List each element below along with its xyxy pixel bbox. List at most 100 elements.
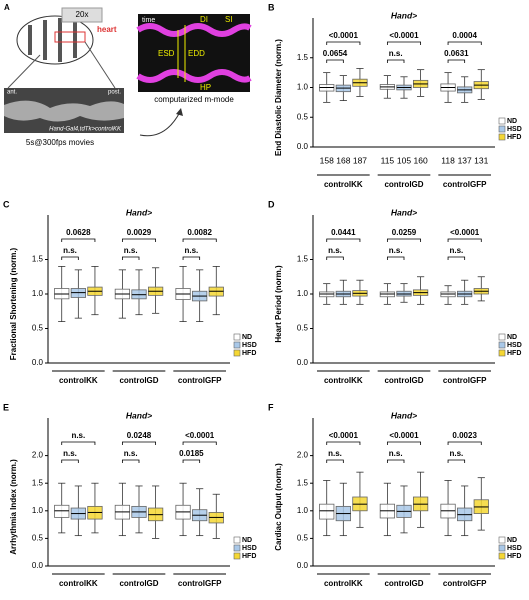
legend-swatch	[233, 552, 241, 560]
legend-swatch	[498, 341, 506, 349]
x-tick-label: controlGFP	[178, 579, 222, 588]
panel-letter: B	[268, 2, 275, 12]
chart-title: Hand>	[126, 207, 152, 217]
x-tick-label: controlGFP	[443, 376, 487, 385]
significance-label: n.s.	[184, 246, 198, 255]
box	[319, 503, 335, 520]
legend-swatch	[498, 133, 506, 141]
significance-bracket	[326, 238, 361, 242]
legend-label: HFD	[242, 350, 256, 357]
significance-label: n.s.	[389, 246, 403, 255]
x-tick-label: controlGD	[119, 376, 158, 385]
significance-bracket	[326, 459, 344, 463]
significance-bracket	[182, 441, 217, 445]
significance-bracket	[121, 238, 157, 242]
legend-swatch	[498, 117, 506, 125]
significance-label: n.s.	[63, 449, 77, 458]
y-tick-label: 0.5	[297, 112, 309, 121]
count-label: 115	[381, 155, 395, 165]
significance-bracket	[182, 459, 201, 463]
count-label: 137	[458, 155, 472, 165]
y-tick-label: 1.0	[297, 83, 309, 92]
legend-label: HFD	[242, 553, 256, 560]
significance-label: n.s.	[449, 246, 463, 255]
significance-bracket	[326, 59, 344, 63]
x-tick-label: controlGD	[384, 376, 423, 385]
significance-bracket	[447, 441, 482, 445]
y-tick-label: 1.5	[32, 478, 44, 487]
significance-label: <0.0001	[329, 31, 359, 40]
count-label: 187	[353, 155, 367, 165]
significance-bracket	[61, 238, 96, 242]
legend-swatch	[233, 333, 241, 341]
significance-bracket	[447, 459, 466, 463]
ant-label: ant.	[7, 90, 17, 96]
x-tick-label: controlGD	[384, 579, 423, 588]
significance-bracket	[386, 59, 405, 63]
y-axis-label: Heart Period (norm.)	[274, 265, 283, 343]
y-tick-label: 1.5	[297, 53, 309, 62]
count-label: 160	[414, 155, 428, 165]
y-axis-label: Arrhythmia Index (norm.)	[9, 459, 18, 555]
significance-bracket	[326, 256, 344, 260]
y-tick-label: 1.5	[32, 255, 44, 264]
x-tick-label: controlKK	[59, 579, 98, 588]
y-tick-label: 2.0	[297, 451, 309, 460]
legend-label: HSD	[507, 342, 522, 349]
edd-label: EDD	[188, 49, 205, 58]
y-tick-label: 1.0	[297, 289, 309, 298]
x-tick-label: controlGFP	[443, 180, 487, 189]
count-label: 158	[320, 155, 334, 165]
significance-label: <0.0001	[329, 431, 359, 440]
esd-label: ESD	[158, 49, 175, 58]
time-label: time	[142, 17, 155, 24]
legend-swatch	[498, 333, 506, 341]
legend-label: HSD	[507, 545, 522, 552]
y-tick-label: 1.0	[297, 506, 309, 515]
significance-label: 0.0082	[187, 228, 212, 237]
legend-label: ND	[242, 334, 252, 341]
significance-bracket	[121, 441, 157, 445]
arrow-head	[176, 108, 183, 116]
y-axis-label: End Diastolic Diameter (norm.)	[274, 39, 283, 156]
significance-bracket	[447, 238, 482, 242]
significance-bracket	[326, 41, 361, 45]
m-mode-wave	[136, 69, 252, 83]
significance-label: n.s.	[124, 449, 138, 458]
legend-swatch	[498, 349, 506, 357]
significance-bracket	[386, 459, 405, 463]
significance-bracket	[182, 238, 217, 242]
heart-tube	[4, 100, 124, 122]
significance-label: n.s.	[389, 49, 403, 58]
significance-bracket	[61, 459, 79, 463]
count-label: 168	[336, 155, 350, 165]
significance-label: 0.0248	[127, 431, 152, 440]
y-tick-label: 1.5	[297, 255, 309, 264]
significance-label: 0.0004	[452, 31, 477, 40]
movie-label: 5s@300fps movies	[26, 138, 94, 147]
significance-label: n.s.	[124, 246, 138, 255]
significance-bracket	[447, 256, 466, 260]
legend-label: ND	[242, 537, 252, 544]
significance-bracket	[386, 238, 422, 242]
y-tick-label: 0.5	[32, 534, 44, 543]
y-tick-label: 0.0	[297, 142, 309, 151]
significance-label: 0.0631	[444, 49, 469, 58]
y-axis-label: Cardiac Output (norm.)	[274, 463, 283, 551]
significance-label: <0.0001	[389, 431, 419, 440]
significance-bracket	[326, 441, 361, 445]
objective	[61, 7, 103, 23]
legend-label: ND	[507, 334, 517, 341]
x-tick-label: controlGD	[384, 180, 423, 189]
x-tick-label: controlKK	[324, 180, 363, 189]
y-tick-label: 0.5	[32, 324, 44, 333]
significance-bracket	[121, 459, 140, 463]
significance-bracket	[182, 256, 201, 260]
x-tick-label: controlKK	[324, 579, 363, 588]
panel-a: A 20x heart ant. post. Hand-Gal4,tdTk>co…	[4, 3, 252, 147]
panel-letter: A	[4, 3, 10, 12]
hp-label: HP	[200, 83, 211, 92]
significance-bracket	[447, 59, 466, 63]
legend-swatch	[498, 544, 506, 552]
significance-bracket	[121, 256, 140, 260]
